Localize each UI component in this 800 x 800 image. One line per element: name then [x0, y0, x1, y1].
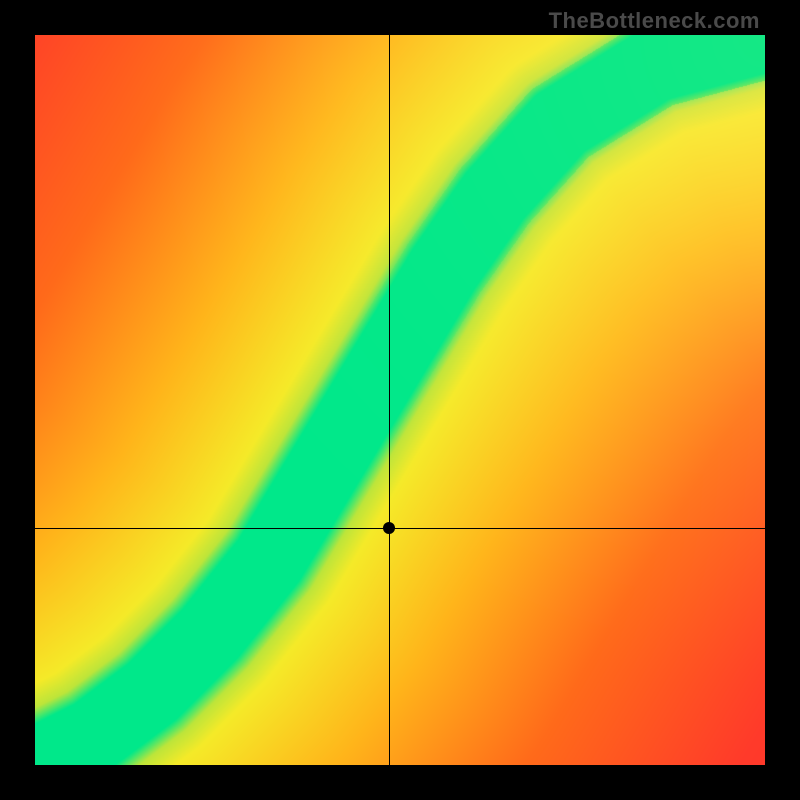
crosshair-horizontal: [35, 528, 765, 529]
heatmap-canvas: [35, 35, 765, 765]
crosshair-marker: [383, 522, 395, 534]
chart-container: TheBottleneck.com: [0, 0, 800, 800]
watermark-text: TheBottleneck.com: [549, 8, 760, 34]
crosshair-vertical: [389, 35, 390, 765]
plot-area: [35, 35, 765, 765]
